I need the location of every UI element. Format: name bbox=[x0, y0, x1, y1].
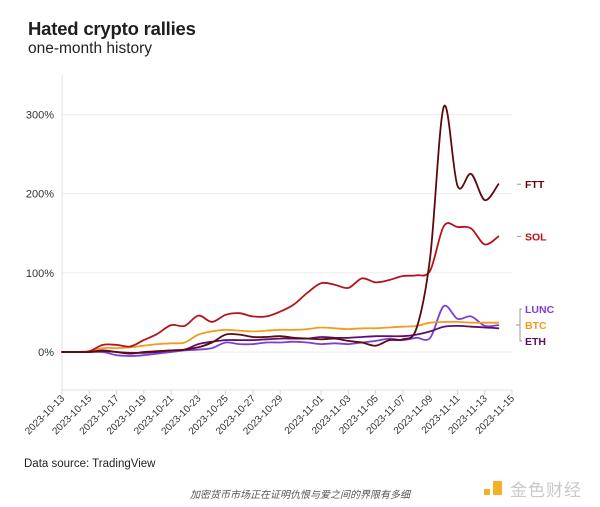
series-line-ftt bbox=[61, 104, 500, 355]
series-line-lunc bbox=[61, 304, 500, 357]
logo: 金色财经 bbox=[484, 476, 582, 501]
y-tick-label: 300% bbox=[26, 110, 54, 122]
gridlines bbox=[62, 114, 512, 353]
data-source-note: Data source: TradingView bbox=[24, 458, 156, 470]
y-axis: 0% 100% 200% 300% bbox=[26, 75, 63, 390]
y-tick-label: 0% bbox=[38, 347, 54, 359]
series-label-lunc: LUNC bbox=[525, 304, 555, 316]
chart-subtitle: one-month history bbox=[28, 40, 153, 57]
series-label-btc: BTC bbox=[525, 320, 547, 332]
logo-text: 金色财经 bbox=[510, 481, 582, 501]
series-label-sol: SOL bbox=[525, 231, 547, 243]
label-bracket bbox=[519, 308, 522, 342]
series-line-sol bbox=[61, 222, 500, 353]
y-tick-label: 200% bbox=[26, 189, 54, 201]
series-lines bbox=[61, 104, 500, 357]
y-tick-label: 100% bbox=[26, 268, 54, 280]
series-label-ftt: FTT bbox=[525, 179, 545, 191]
x-axis: 2023-10-132023-10-152023-10-172023-10-19… bbox=[23, 389, 517, 437]
series-line-btc bbox=[61, 320, 500, 353]
line-chart: 0% 100% 200% 300% 2023-10-132023-10-152023-… bbox=[23, 75, 555, 437]
chart-title: Hated crypto rallies bbox=[28, 18, 196, 39]
series-labels: FTT SOL LUNC BTC ETH bbox=[516, 179, 555, 348]
caption: 加密货币市场正在证明仇恨与爱之间的界限有多细 bbox=[190, 490, 410, 501]
series-label-eth: ETH bbox=[525, 336, 546, 348]
logo-icon bbox=[484, 480, 504, 498]
